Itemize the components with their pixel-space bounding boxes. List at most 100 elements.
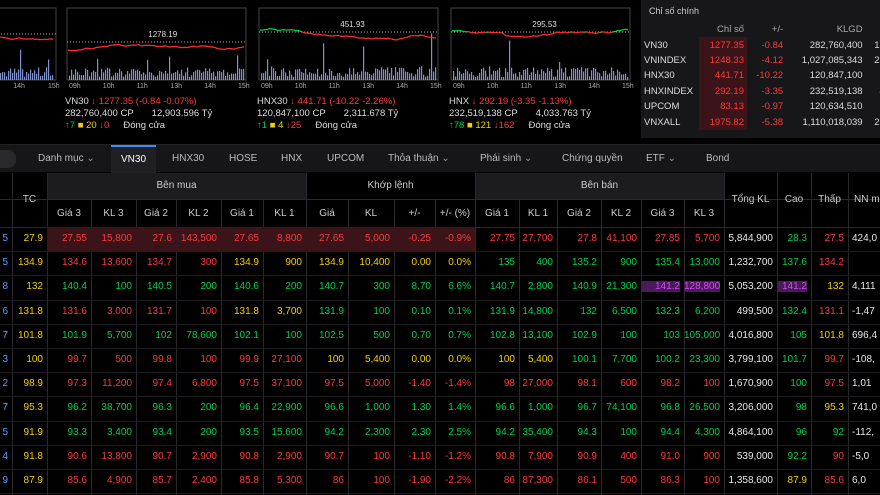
row-cell[interactable]: 100 bbox=[620, 426, 637, 438]
row-cell[interactable]: 37,100 bbox=[271, 378, 302, 390]
row-cell[interactable]: 131.8 bbox=[233, 305, 259, 317]
row-cell[interactable]: 93.5 bbox=[239, 426, 259, 438]
tab-upcom[interactable]: UPCOM bbox=[327, 145, 364, 173]
row-cell[interactable]: 5,400 bbox=[364, 354, 390, 365]
row-cell[interactable]: 3,400 bbox=[106, 426, 132, 438]
row-cell[interactable]: 300 bbox=[200, 257, 217, 269]
row-cell[interactable]: 100 bbox=[200, 354, 217, 365]
row-cell[interactable]: 134.6 bbox=[61, 257, 87, 269]
row-cell[interactable]: 91.0 bbox=[660, 450, 680, 462]
index-row-vnindex[interactable]: VNINDEX 1248.33 -4.12 1,027,085,343 23,47 bbox=[641, 52, 880, 69]
row-cell[interactable]: 0.70 bbox=[411, 329, 431, 341]
row-cell[interactable]: 102 bbox=[155, 329, 172, 341]
col-header[interactable]: +/- bbox=[408, 208, 421, 219]
tab-hose[interactable]: HOSE bbox=[229, 145, 257, 173]
row-cell[interactable]: 0.1% bbox=[448, 305, 471, 317]
col-header[interactable]: Giá 2 bbox=[144, 208, 168, 219]
row-cell[interactable]: 85.8 bbox=[239, 475, 259, 486]
row-cell[interactable]: 131.7 bbox=[146, 305, 172, 317]
row-cell[interactable]: 500 bbox=[620, 475, 637, 486]
row-cell[interactable]: 27.65 bbox=[233, 233, 259, 244]
row-cell[interactable]: 0.0% bbox=[448, 257, 471, 269]
row-cell[interactable]: 6,500 bbox=[611, 305, 637, 317]
row-symbol-fragment[interactable]: 2 bbox=[2, 378, 8, 390]
row-cell[interactable]: 132 bbox=[580, 305, 597, 317]
row-symbol-fragment[interactable]: 7 bbox=[2, 329, 8, 341]
col-header[interactable]: +/- (%) bbox=[439, 208, 471, 219]
row-cell[interactable]: 97.5 bbox=[239, 378, 259, 390]
row-cell[interactable]: 0.00 bbox=[411, 354, 431, 365]
row-cell[interactable]: 5,000 bbox=[364, 378, 390, 390]
row-cell[interactable]: 140.4 bbox=[61, 281, 87, 293]
row-cell[interactable]: 27.8 bbox=[577, 233, 597, 244]
row-cell[interactable]: 140.6 bbox=[233, 281, 259, 293]
row-cell[interactable]: 78,600 bbox=[186, 329, 217, 341]
row-cell[interactable]: 27.75 bbox=[489, 233, 515, 244]
col-header[interactable]: Giá 1 bbox=[485, 208, 509, 219]
row-cell[interactable]: 96.2 bbox=[67, 402, 87, 414]
row-cell[interactable]: 2,800 bbox=[527, 281, 553, 293]
row-cell[interactable]: 86 bbox=[332, 475, 344, 486]
col-header[interactable]: KL 2 bbox=[188, 208, 209, 219]
row-cell[interactable]: -0.25 bbox=[408, 233, 431, 244]
row-cell[interactable]: 134.9 bbox=[233, 257, 259, 269]
row-cell[interactable]: 1.30 bbox=[411, 402, 431, 414]
row-cell[interactable]: 102.9 bbox=[571, 329, 597, 341]
row-cell[interactable]: 8.70 bbox=[411, 281, 431, 293]
row-cell[interactable]: -0.9% bbox=[444, 233, 471, 244]
row-cell[interactable]: 100.1 bbox=[571, 354, 597, 365]
row-cell[interactable]: 98.2 bbox=[660, 378, 680, 390]
row-cell[interactable]: 100 bbox=[620, 329, 637, 341]
row-cell[interactable]: 6.6% bbox=[448, 281, 471, 293]
row-symbol-fragment[interactable]: 6 bbox=[2, 305, 8, 317]
row-cell[interactable]: 0.0% bbox=[448, 354, 471, 365]
row-symbol-fragment[interactable]: 7 bbox=[2, 402, 8, 414]
row-cell[interactable]: 500 bbox=[373, 329, 390, 341]
col-header[interactable]: Giá 3 bbox=[57, 208, 81, 219]
row-cell[interactable]: 99.9 bbox=[239, 354, 259, 365]
row-cell[interactable]: 128,800 bbox=[684, 281, 721, 293]
row-symbol-fragment[interactable]: 9 bbox=[2, 475, 8, 486]
row-cell[interactable]: 141.2 bbox=[641, 281, 680, 293]
row-cell[interactable]: 1,000 bbox=[364, 402, 390, 414]
row-cell[interactable]: 1,000 bbox=[527, 402, 553, 414]
row-cell[interactable]: 86.1 bbox=[577, 475, 597, 486]
row-cell[interactable]: 22,900 bbox=[271, 402, 302, 414]
row-cell[interactable]: 21,300 bbox=[606, 281, 637, 293]
row-cell[interactable]: 102.1 bbox=[233, 329, 259, 341]
row-cell[interactable]: 105,000 bbox=[684, 329, 721, 341]
row-cell[interactable]: 102.5 bbox=[318, 329, 344, 341]
row-cell[interactable]: 94.2 bbox=[324, 426, 344, 438]
col-header[interactable]: KL bbox=[364, 208, 378, 219]
row-cell[interactable]: 8,800 bbox=[276, 233, 302, 244]
row-cell[interactable]: 4,900 bbox=[106, 475, 132, 486]
row-cell[interactable]: 131.9 bbox=[318, 305, 344, 317]
row-cell[interactable]: 13,000 bbox=[689, 257, 720, 269]
row-cell[interactable]: 140.7 bbox=[489, 281, 515, 293]
row-cell[interactable]: 100 bbox=[498, 354, 515, 365]
row-cell[interactable]: 96.6 bbox=[324, 402, 344, 414]
row-cell[interactable]: 7,900 bbox=[527, 450, 553, 462]
row-cell[interactable]: 100 bbox=[373, 305, 390, 317]
collapse-handle[interactable] bbox=[0, 150, 16, 168]
row-cell[interactable]: 27.65 bbox=[318, 233, 344, 244]
row-cell[interactable]: 200 bbox=[285, 281, 302, 293]
row-cell[interactable]: 6,200 bbox=[694, 305, 720, 317]
index-row-vnxall[interactable]: VNXALL 1975.82 -5.38 1,110,018,039 25,27 bbox=[641, 114, 880, 130]
row-cell[interactable]: 96.7 bbox=[577, 402, 597, 414]
tab-hnx30[interactable]: HNX30 bbox=[172, 145, 204, 173]
row-cell[interactable]: 13,100 bbox=[522, 329, 553, 341]
row-cell[interactable]: 103 bbox=[663, 329, 680, 341]
row-cell[interactable]: 87,300 bbox=[522, 475, 553, 486]
row-cell[interactable]: 98.1 bbox=[577, 378, 597, 390]
row-cell[interactable]: 5,000 bbox=[364, 233, 390, 244]
row-cell[interactable]: 140.7 bbox=[318, 281, 344, 293]
row-cell[interactable]: 5,700 bbox=[106, 329, 132, 341]
row-cell[interactable]: 41,100 bbox=[606, 233, 637, 244]
row-cell[interactable]: 90.7 bbox=[152, 450, 172, 462]
row-symbol-fragment[interactable]: 5 bbox=[2, 233, 8, 244]
row-cell[interactable]: 0.10 bbox=[411, 305, 431, 317]
